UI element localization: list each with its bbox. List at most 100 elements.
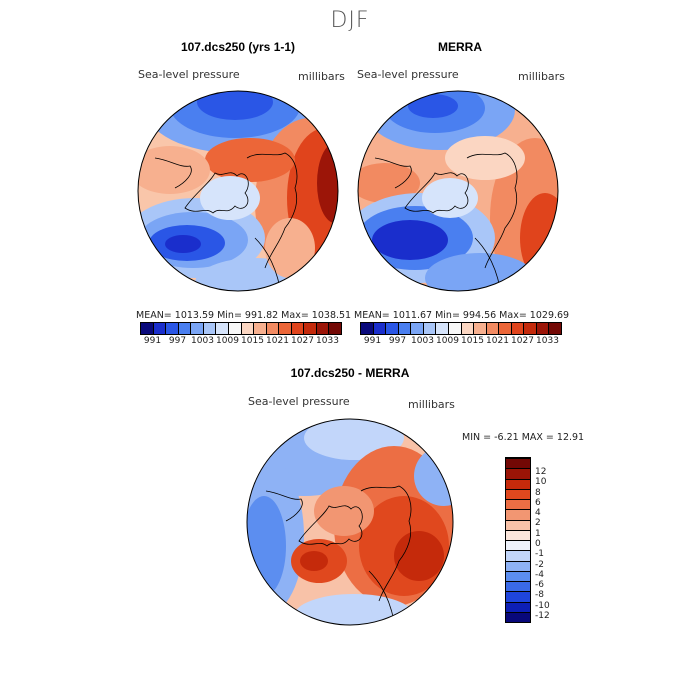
model-colorbar-swatch xyxy=(266,323,280,334)
diff-colorbar-tick-label: 8 xyxy=(535,487,541,498)
obs-colorbar-ticks: 991 997 1003 1009 1015 1021 1027 1033 xyxy=(360,336,560,346)
obs-colorbar-swatch xyxy=(423,323,437,334)
obs-colorbar-swatch xyxy=(536,323,550,334)
diff-colorbar-tick-label: -4 xyxy=(535,569,544,580)
diff-colorbar-swatch xyxy=(506,611,530,622)
diff-colorbar-swatch xyxy=(506,488,530,499)
model-polar-map xyxy=(137,90,339,292)
diff-colorbar-swatch xyxy=(506,581,530,592)
model-colorbar-swatch xyxy=(216,323,229,334)
obs-colorbar-swatch xyxy=(373,323,387,334)
diff-colorbar-tick-label: -8 xyxy=(535,590,544,601)
obs-colorbar-tick-label: 991 xyxy=(363,336,382,346)
obs-colorbar-swatch xyxy=(524,323,537,334)
obs-colorbar-tick-label: 997 xyxy=(388,336,407,346)
diff-colorbar-tick-label: -2 xyxy=(535,559,544,570)
obs-colorbar-swatch xyxy=(411,323,424,334)
obs-colorbar-tick-label: 1003 xyxy=(411,336,434,346)
diff-colorbar-tick-label: 6 xyxy=(535,497,541,508)
diff-units-label: millibars xyxy=(408,398,455,411)
obs-colorbar-tick-label: 1027 xyxy=(511,336,534,346)
model-stats: MEAN= 1013.59 Min= 991.82 Max= 1038.51 xyxy=(136,310,352,321)
model-colorbar-tick-label: 1033 xyxy=(316,336,339,346)
model-colorbar-swatch xyxy=(291,323,305,334)
model-colorbar-tick-label: 1009 xyxy=(216,336,239,346)
obs-colorbar-swatch xyxy=(448,323,462,334)
obs-colorbar-swatch xyxy=(486,323,500,334)
obs-colorbar-swatch xyxy=(436,323,449,334)
diff-colorbar-swatch xyxy=(506,509,530,520)
model-colorbar-tick-label: 997 xyxy=(168,336,187,346)
model-colorbar-swatch xyxy=(329,323,341,334)
diff-colorbar-swatch xyxy=(506,529,530,540)
diff-colorbar-tick-label: 2 xyxy=(535,518,541,529)
model-colorbar-tick-label: 991 xyxy=(143,336,162,346)
model-colorbar xyxy=(140,322,342,335)
obs-polar-map xyxy=(357,90,559,292)
diff-colorbar-tick-label: 4 xyxy=(535,508,541,519)
model-colorbar-swatch xyxy=(203,323,217,334)
model-colorbar-ticks: 991 997 1003 1009 1015 1021 1027 1033 xyxy=(140,336,340,346)
obs-colorbar-swatch xyxy=(398,323,412,334)
diff-colorbar-ticks: -12 -10 -8 -6 -4 -2 -1 0 1 2 4 6 8 10 12 xyxy=(535,467,550,621)
model-colorbar-tick-label: 1003 xyxy=(191,336,214,346)
model-colorbar-swatch xyxy=(241,323,255,334)
model-colorbar-swatch xyxy=(191,323,204,334)
diff-colorbar-tick-label: -6 xyxy=(535,580,544,591)
diff-stats: MIN = -6.21 MAX = 12.91 xyxy=(462,432,585,443)
obs-colorbar-swatch xyxy=(499,323,512,334)
obs-panel-title: MERRA xyxy=(438,40,482,54)
diff-colorbar-swatch xyxy=(506,499,530,510)
diff-colorbar-swatch xyxy=(506,519,530,530)
model-field-label: Sea-level pressure xyxy=(138,68,240,81)
season-title: DJF xyxy=(330,8,370,33)
model-colorbar-tick-label: 1021 xyxy=(266,336,289,346)
diff-colorbar-tick-label: 0 xyxy=(535,539,541,549)
model-colorbar-tick-label: 1027 xyxy=(291,336,314,346)
model-colorbar-swatch xyxy=(153,323,167,334)
diff-colorbar-tick-label: -1 xyxy=(535,549,544,560)
obs-colorbar-swatch xyxy=(474,323,487,334)
diff-colorbar-tick-label: 1 xyxy=(535,528,541,539)
model-colorbar-swatch xyxy=(304,323,317,334)
diff-colorbar-tick-label: -10 xyxy=(535,600,550,611)
diff-colorbar-tick-label: 12 xyxy=(535,467,547,478)
obs-units-label: millibars xyxy=(518,70,565,83)
diff-panel-title: 107.dcs250 - MERRA xyxy=(290,366,410,380)
diff-colorbar-tick-label: -12 xyxy=(535,610,550,621)
model-panel-title: 107.dcs250 (yrs 1-1) xyxy=(180,40,296,54)
model-colorbar-swatch xyxy=(166,323,179,334)
diff-colorbar-swatch xyxy=(506,478,530,489)
diff-colorbar-swatch xyxy=(506,458,530,469)
model-colorbar-swatch xyxy=(228,323,242,334)
model-units-label: millibars xyxy=(298,70,345,83)
model-colorbar-swatch xyxy=(254,323,267,334)
obs-colorbar-tick-label: 1033 xyxy=(536,336,559,346)
diff-colorbar-swatch xyxy=(506,601,530,612)
obs-colorbar-swatch xyxy=(361,323,374,334)
diff-colorbar-swatch xyxy=(506,468,530,479)
diff-colorbar-swatch xyxy=(506,540,530,551)
obs-colorbar-swatch xyxy=(461,323,475,334)
obs-colorbar-swatch xyxy=(549,323,561,334)
diff-field-label: Sea-level pressure xyxy=(248,395,350,408)
obs-colorbar-tick-label: 1009 xyxy=(436,336,459,346)
diff-colorbar-swatch xyxy=(506,560,530,571)
model-colorbar-swatch xyxy=(316,323,330,334)
diff-polar-map xyxy=(246,418,454,626)
diff-colorbar xyxy=(505,457,531,623)
obs-field-label: Sea-level pressure xyxy=(357,68,459,81)
obs-colorbar-swatch xyxy=(511,323,525,334)
obs-stats: MEAN= 1011.67 Min= 994.56 Max= 1029.69 xyxy=(354,310,570,321)
diff-colorbar-swatch xyxy=(506,570,530,581)
obs-colorbar xyxy=(360,322,562,335)
diff-colorbar-tick-label: 10 xyxy=(535,477,547,488)
obs-colorbar-tick-label: 1015 xyxy=(461,336,484,346)
obs-colorbar-swatch xyxy=(386,323,399,334)
model-colorbar-swatch xyxy=(178,323,192,334)
model-colorbar-swatch xyxy=(141,323,154,334)
model-colorbar-swatch xyxy=(279,323,292,334)
diff-colorbar-swatch xyxy=(506,591,530,602)
obs-colorbar-tick-label: 1021 xyxy=(486,336,509,346)
model-colorbar-tick-label: 1015 xyxy=(241,336,264,346)
